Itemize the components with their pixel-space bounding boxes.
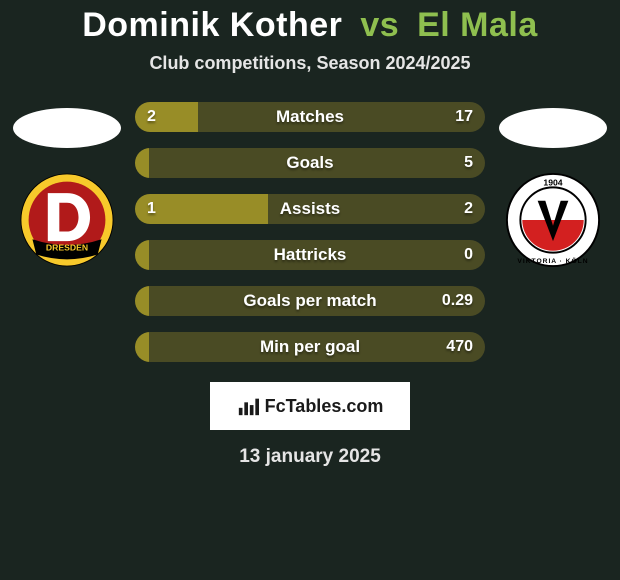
dynamo-dresden-badge-icon: DRESDEN	[19, 172, 115, 268]
vs-label: vs	[360, 6, 399, 44]
stat-bar: Goals 5	[135, 148, 485, 178]
stat-bar: Hattricks 0	[135, 240, 485, 270]
stat-value-right: 0.29	[442, 292, 473, 310]
bar-left-fill	[135, 102, 198, 132]
comparison-card: Dominik Kother vs El Mala Club competiti…	[0, 0, 620, 580]
left-side: DRESDEN	[7, 102, 127, 268]
svg-text:VIKTORIA · KÖLN: VIKTORIA · KÖLN	[517, 256, 588, 265]
stat-label: Matches	[276, 107, 344, 127]
stat-label: Goals	[286, 153, 333, 173]
svg-text:DRESDEN: DRESDEN	[46, 243, 88, 253]
bar-left-fill	[135, 332, 149, 362]
stat-value-right: 17	[455, 108, 473, 126]
stat-bar: Matches 2 17	[135, 102, 485, 132]
player1-name: Dominik Kother	[82, 6, 342, 44]
stat-bar: Assists 1 2	[135, 194, 485, 224]
page-title: Dominik Kother vs El Mala	[82, 6, 538, 45]
stat-value-right: 5	[464, 154, 473, 172]
stat-value-left: 2	[147, 108, 156, 126]
svg-text:1904: 1904	[543, 177, 562, 187]
stat-label: Min per goal	[260, 337, 360, 357]
player2-photo-placeholder	[499, 108, 607, 148]
subtitle: Club competitions, Season 2024/2025	[149, 53, 470, 74]
stat-bar: Min per goal 470	[135, 332, 485, 362]
stat-bars: Matches 2 17 Goals 5 Assists 1 2 Hattricks 0 Goals…	[135, 102, 485, 362]
attribution-badge: FcTables.com	[210, 382, 410, 430]
right-side: 1904 VIKTORIA · KÖLN	[493, 102, 613, 268]
stat-value-right: 470	[446, 338, 473, 356]
stat-label: Assists	[280, 199, 340, 219]
bar-left-fill	[135, 286, 149, 316]
player2-name: El Mala	[417, 6, 538, 44]
stat-value-left: 1	[147, 200, 156, 218]
stat-label: Hattricks	[274, 245, 347, 265]
stat-value-right: 2	[464, 200, 473, 218]
bar-left-fill	[135, 240, 149, 270]
bar-chart-icon	[237, 395, 259, 417]
player1-club-badge: DRESDEN	[19, 172, 115, 268]
stat-label: Goals per match	[243, 291, 376, 311]
bar-left-fill	[135, 148, 149, 178]
date-label: 13 january 2025	[239, 446, 381, 468]
player1-photo-placeholder	[13, 108, 121, 148]
main-row: DRESDEN Matches 2 17 Goals 5 Assists 1 2 Hattric…	[0, 102, 620, 362]
player2-club-badge: 1904 VIKTORIA · KÖLN	[505, 172, 601, 268]
stat-value-right: 0	[464, 246, 473, 264]
viktoria-koln-badge-icon: 1904 VIKTORIA · KÖLN	[505, 172, 601, 268]
stat-bar: Goals per match 0.29	[135, 286, 485, 316]
attribution-text: FcTables.com	[265, 396, 384, 417]
